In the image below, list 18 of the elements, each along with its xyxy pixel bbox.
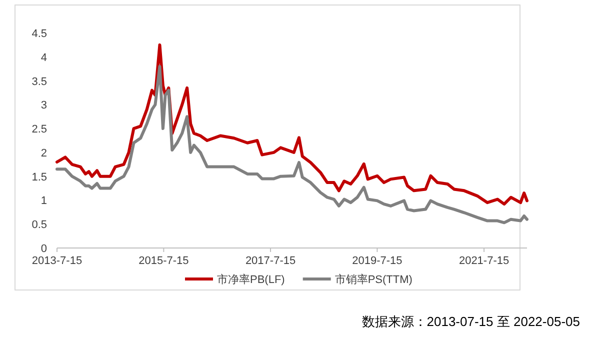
legend-label: 市净率PB(LF) [217, 273, 285, 286]
y-tick-label: 0 [40, 243, 47, 255]
y-tick-label: 1 [40, 195, 47, 208]
y-tick-label: 3 [40, 100, 47, 112]
y-tick-label: 4 [40, 52, 47, 64]
x-tick-label: 2015-7-15 [138, 255, 189, 267]
y-tick-label: 3.5 [32, 76, 47, 88]
y-tick-label: 0.5 [32, 219, 47, 232]
y-tick-label: 2.5 [32, 124, 47, 136]
legend-label: 市销率PS(TTM) [334, 273, 412, 286]
x-tick-label: 2013-7-15 [32, 255, 82, 267]
y-tick-label: 1.5 [32, 171, 47, 184]
source-note: 数据来源：2013-07-15 至 2022-05-05 [362, 314, 580, 329]
x-tick-label: 2019-7-15 [352, 255, 402, 267]
y-tick-label: 2 [40, 147, 47, 160]
x-tick-label: 2017-7-15 [245, 255, 296, 267]
y-tick-label: 4.5 [32, 28, 47, 40]
x-tick-label: 2021-7-15 [458, 255, 510, 267]
